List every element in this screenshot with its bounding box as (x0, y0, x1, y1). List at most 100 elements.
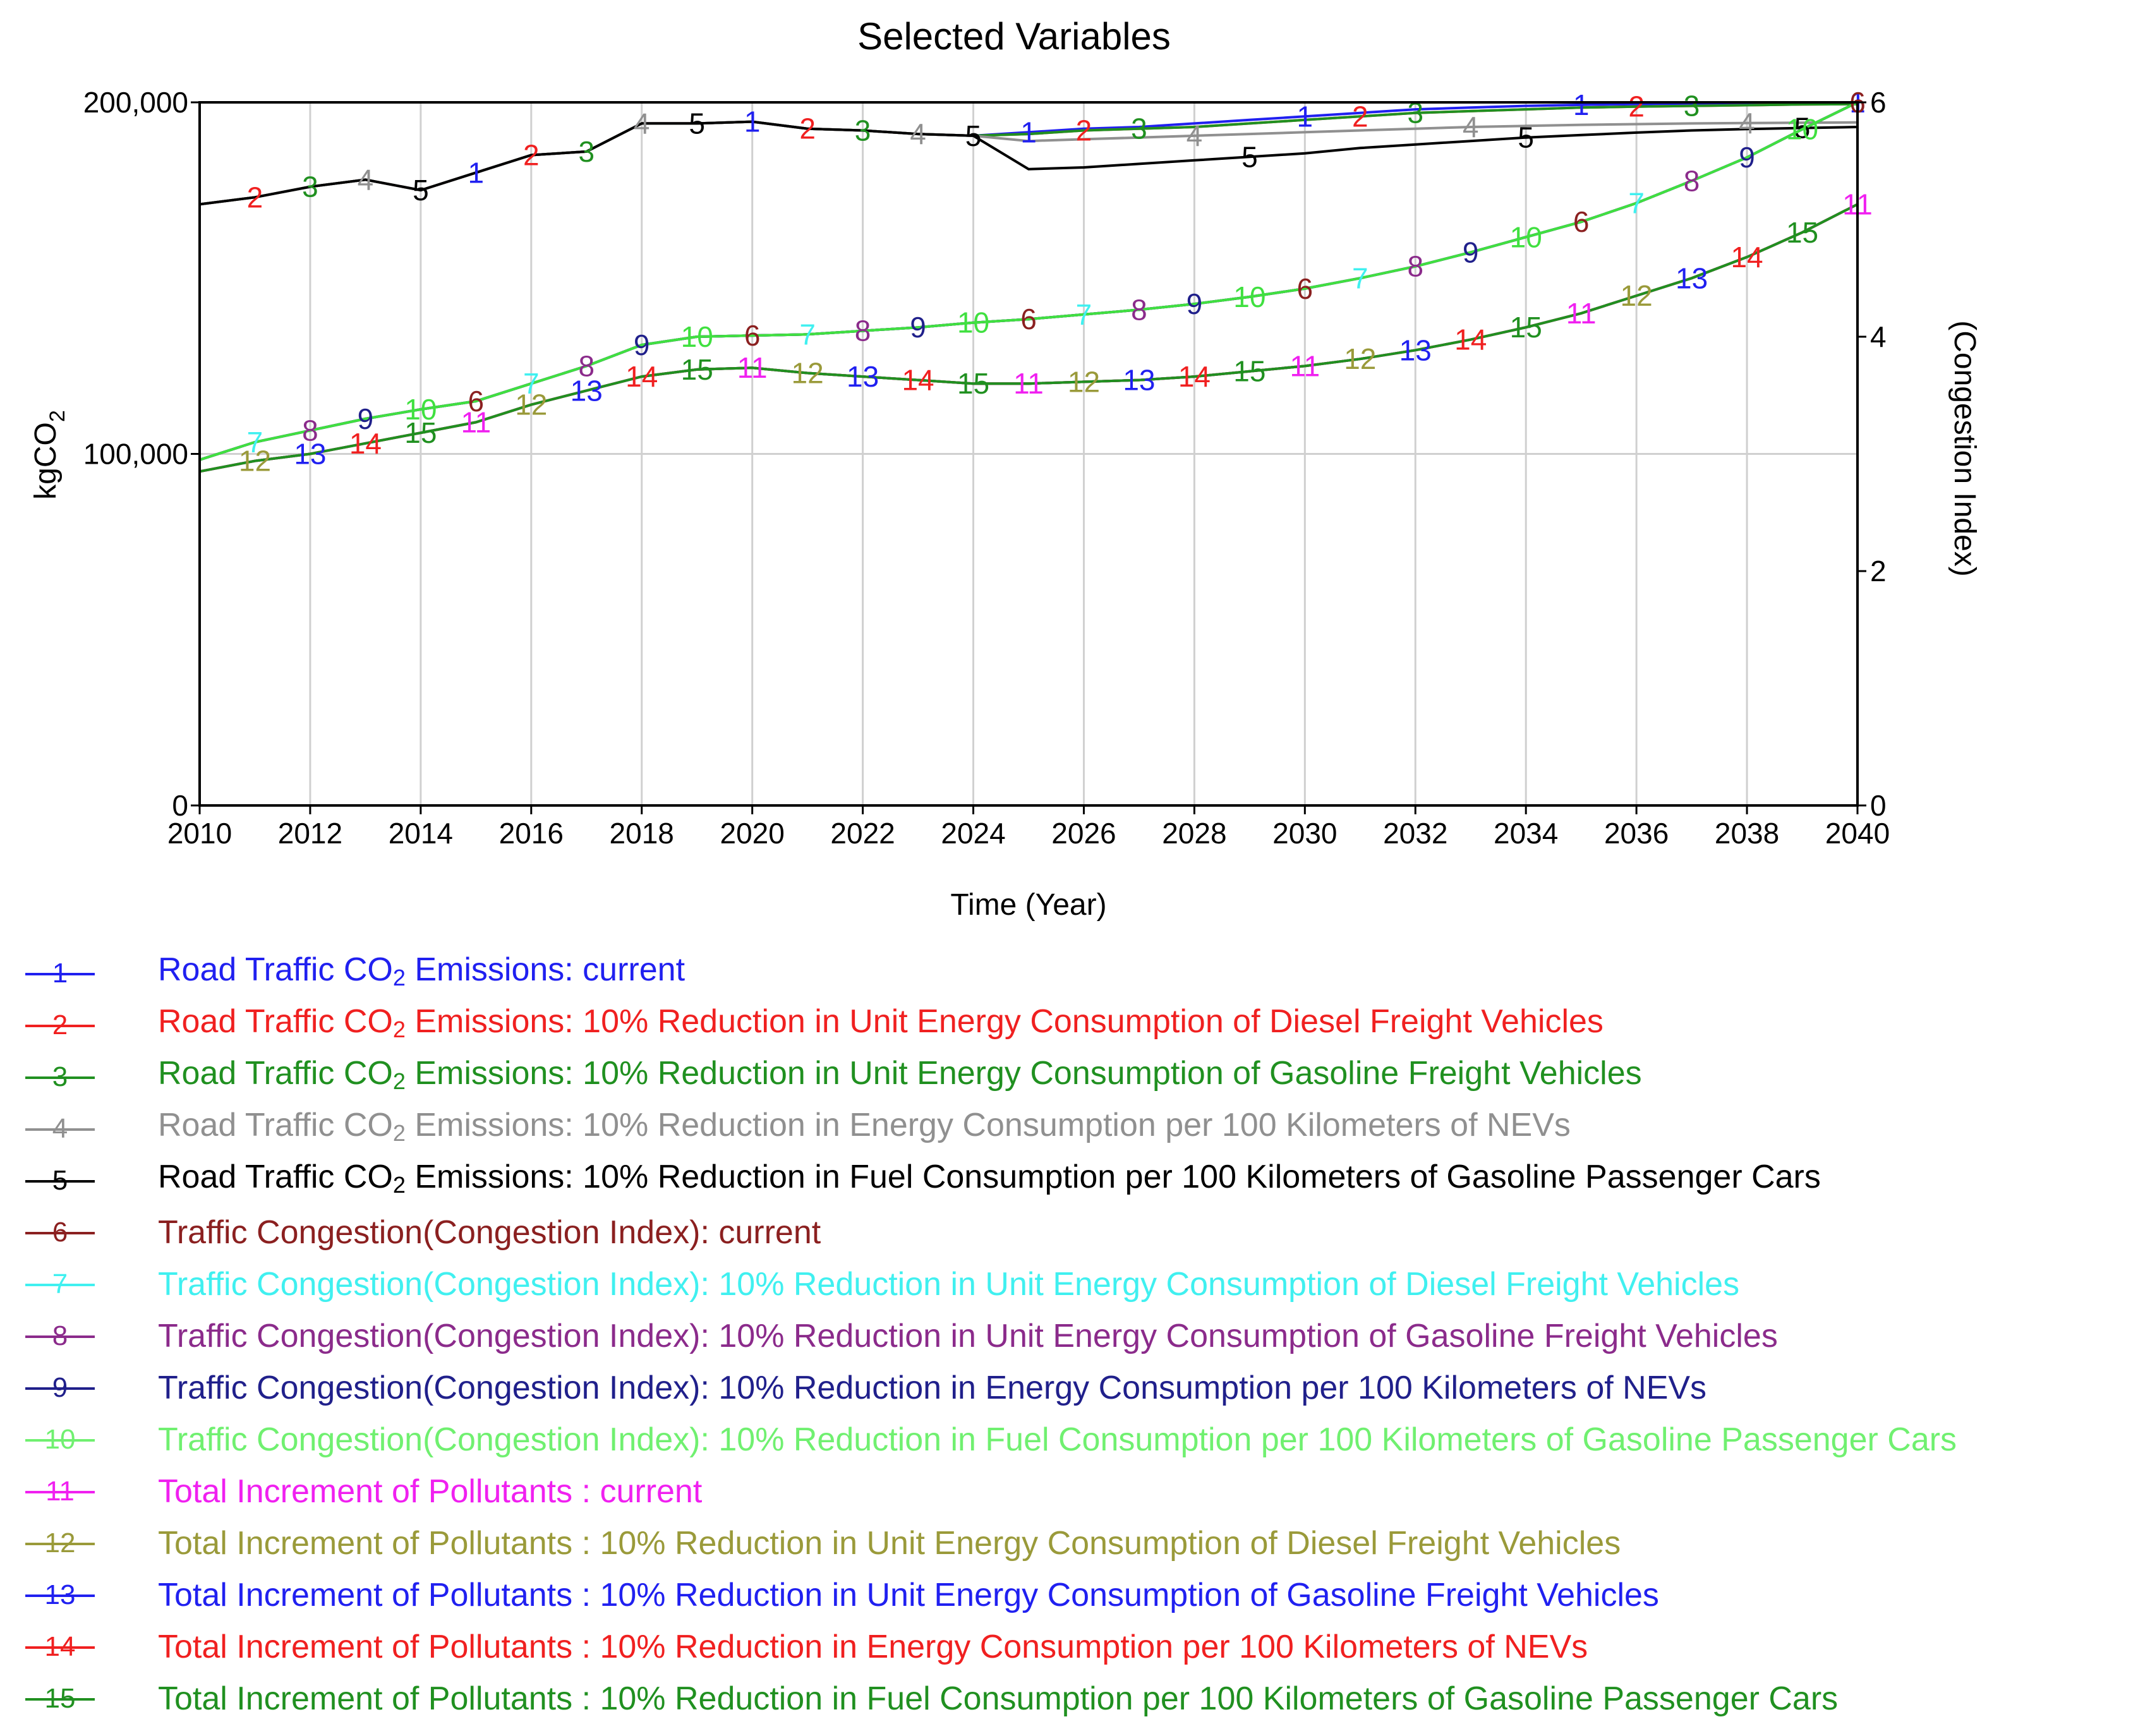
legend-label-text: Total Increment of Pollutants : 10% Redu… (158, 1577, 1659, 1613)
series-marker-8: 8 (1684, 164, 1700, 197)
legend-label-text: Emissions: 10% Reduction in Energy Consu… (405, 1106, 1571, 1143)
series-marker-8: 8 (855, 315, 871, 347)
series-marker-11: 11 (1013, 367, 1044, 400)
series-marker-12: 12 (1068, 365, 1100, 398)
series-marker-7: 7 (247, 426, 263, 459)
series-marker-3: 3 (578, 135, 595, 168)
series-marker-8: 8 (302, 414, 318, 447)
legend-marker: 3 (52, 1061, 68, 1092)
legend-label-text: Road Traffic CO (158, 951, 393, 988)
legend-label-text: Emissions: 10% Reduction in Fuel Consump… (405, 1158, 1821, 1195)
legend-label-subscript: 2 (392, 1068, 406, 1094)
series-marker-4: 4 (634, 107, 650, 140)
series-marker-5: 5 (965, 119, 982, 152)
series-line-10 (199, 101, 1858, 461)
x-tick-label: 2028 (1162, 817, 1226, 850)
series-marker-7: 7 (1076, 298, 1092, 331)
series-marker-11: 11 (1566, 297, 1597, 330)
legend-swatch: 4 (25, 1110, 98, 1148)
legend-label: Total Increment of Pollutants : 10% Redu… (158, 1628, 1588, 1666)
legend-swatch-line (25, 1439, 95, 1442)
series-marker-7: 7 (1628, 187, 1645, 220)
series-marker-10: 10 (1510, 220, 1542, 253)
legend-swatch: 9 (25, 1369, 98, 1407)
legend-marker: 8 (52, 1320, 68, 1351)
legend-swatch-line (25, 1128, 95, 1131)
legend-item: 10 Traffic Congestion(Congestion Index): … (25, 1414, 2129, 1466)
series-marker-5: 5 (413, 174, 429, 207)
legend-label: Road Traffic CO2 Emissions: current (158, 951, 685, 997)
series-marker-5: 5 (1794, 112, 1811, 145)
legend-swatch-line (25, 1543, 95, 1545)
legend-label: Road Traffic CO2 Emissions: 10% Reductio… (158, 1003, 1604, 1049)
series-marker-7: 7 (799, 318, 816, 351)
y2-tick-label: 2 (1870, 555, 1887, 588)
legend-marker: 7 (52, 1269, 68, 1299)
series-marker-13: 13 (571, 374, 603, 407)
legend-swatch: 11 (25, 1473, 98, 1510)
legend-swatch-line (25, 1076, 95, 1079)
legend-marker: 11 (45, 1476, 75, 1507)
series-marker-11: 11 (737, 351, 768, 384)
series-marker-1: 1 (1020, 116, 1037, 148)
legend-label-text: Total Increment of Pollutants : 10% Redu… (158, 1680, 1839, 1717)
legend-marker: 2 (52, 1010, 68, 1040)
series-marker-13: 13 (1399, 334, 1432, 366)
legend-marker: 15 (44, 1683, 76, 1714)
legend-swatch-line (25, 1594, 95, 1597)
series-marker-3: 3 (302, 171, 318, 203)
series-marker-4: 4 (1463, 111, 1479, 143)
legend-label-text: Total Increment of Pollutants : 10% Redu… (158, 1629, 1588, 1665)
series-marker-13: 13 (1676, 262, 1708, 294)
legend-label-text: Traffic Congestion(Congestion Index): cu… (158, 1214, 821, 1251)
legend-item: 9 Traffic Congestion(Congestion Index): 1… (25, 1362, 2129, 1414)
legend-label-text: Road Traffic CO (158, 1003, 393, 1040)
series-marker-11: 11 (461, 406, 491, 438)
legend-label-text: Total Increment of Pollutants : 10% Redu… (158, 1525, 1621, 1562)
series-marker-13: 13 (1123, 364, 1155, 397)
series-marker-15: 15 (681, 353, 713, 386)
series-marker-13: 13 (847, 360, 879, 393)
series-marker-8: 8 (578, 349, 595, 382)
x-tick-label: 2024 (941, 817, 1005, 850)
legend-swatch: 3 (25, 1058, 98, 1096)
series-marker-15: 15 (1510, 311, 1542, 344)
legend-swatch-line (25, 1025, 95, 1027)
x-tick-label: 2036 (1604, 817, 1669, 850)
series-marker-14: 14 (1730, 241, 1763, 274)
legend-swatch: 14 (25, 1628, 98, 1666)
series-line-12 (199, 203, 1858, 473)
legend-label-text: Emissions: 10% Reduction in Unit Energy … (405, 1054, 1642, 1092)
series-marker-9: 9 (1187, 287, 1203, 320)
series-marker-6: 6 (1573, 205, 1590, 238)
legend-item: 2 Road Traffic CO2 Emissions: 10% Reducti… (25, 999, 2129, 1051)
series-marker-14: 14 (625, 360, 658, 393)
legend-swatch: 6 (25, 1214, 98, 1251)
legend-swatch: 5 (25, 1162, 98, 1200)
series-marker-1: 1 (1573, 88, 1590, 121)
legend-swatch: 2 (25, 1006, 98, 1044)
series-marker-9: 9 (910, 311, 926, 344)
legend-swatch: 1 (25, 955, 98, 992)
x-axis-label: Time (Year) (950, 888, 1106, 922)
legend-marker: 14 (44, 1631, 76, 1662)
series-marker-8: 8 (1407, 250, 1423, 283)
legend-label-subscript: 2 (392, 1119, 406, 1146)
series-marker-14: 14 (349, 427, 382, 460)
x-tick-label: 2040 (1825, 817, 1890, 850)
series-marker-9: 9 (358, 402, 374, 435)
legend-marker: 5 (52, 1165, 68, 1196)
series-marker-2: 2 (1076, 114, 1092, 147)
y2-tick-label: 4 (1870, 320, 1887, 353)
x-tick-label: 2010 (167, 817, 232, 850)
legend-swatch-line (25, 1387, 95, 1390)
series-marker-15: 15 (404, 416, 437, 449)
series-marker-10: 10 (404, 393, 437, 426)
series-marker-8: 8 (1131, 293, 1147, 326)
chart-title: Selected Variables (857, 15, 1171, 57)
legend-label: Total Increment of Pollutants : 10% Redu… (158, 1524, 1621, 1562)
series-marker-10: 10 (957, 306, 989, 339)
legend-label: Traffic Congestion(Congestion Index): cu… (158, 1214, 821, 1251)
series-line-5 (199, 120, 1858, 206)
legend-swatch-line (25, 1698, 95, 1701)
